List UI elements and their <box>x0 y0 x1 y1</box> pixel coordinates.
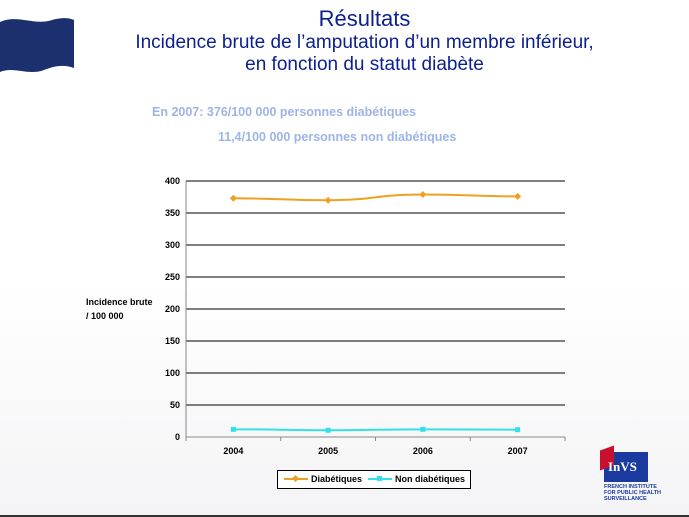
data-point-diabetic <box>419 190 427 198</box>
y-tick-label: 200 <box>165 304 180 314</box>
data-point-non-diabetic <box>230 426 236 432</box>
legend-swatch-diabetic <box>284 475 308 483</box>
x-tick-label: 2004 <box>223 446 243 456</box>
x-tick-label: 2007 <box>508 446 528 456</box>
legend-label-diabetic: Diabétiques <box>311 474 363 484</box>
y-tick-label: 50 <box>170 400 180 410</box>
y-axis-label-line-1: Incidence brute <box>86 297 153 307</box>
invs-logo-icon: InVS <box>600 445 648 482</box>
page-title: Résultats <box>318 6 411 31</box>
flag-logo-icon <box>0 18 74 72</box>
y-axis-label-line-2: / 100 000 <box>86 311 124 321</box>
invs-logo: InVS FRENCH INSTITUTE FOR PUBLIC HEALTH … <box>600 445 684 502</box>
y-tick-label: 100 <box>165 368 180 378</box>
legend-label-non-diabetic: Non diabétiques <box>395 474 466 484</box>
chart-legend: Diabétiques Non diabétiques <box>277 470 471 489</box>
legend-swatch-non-diabetic <box>368 475 392 483</box>
y-tick-label: 350 <box>165 208 180 218</box>
series-line-diabetic <box>233 193 518 202</box>
data-point-diabetic <box>324 196 332 204</box>
legend-item-non-diabetic: Non diabétiques <box>368 474 465 484</box>
logo-caption: FRENCH INSTITUTE FOR PUBLIC HEALTH SURVE… <box>604 484 662 502</box>
y-tick-label: 400 <box>165 176 180 186</box>
data-point-diabetic <box>514 192 522 200</box>
y-tick-label: 150 <box>165 336 180 346</box>
y-tick-label: 250 <box>165 272 180 282</box>
x-tick-label: 2005 <box>318 446 338 456</box>
x-tick-label: 2006 <box>413 446 433 456</box>
legend-item-diabetic: Diabétiques <box>284 474 362 484</box>
data-point-non-diabetic <box>325 427 331 433</box>
title-block: Résultats Incidence brute de l’amputatio… <box>40 6 689 76</box>
subtitle-line-2: en fonction du statut diabète <box>245 54 484 75</box>
y-tick-label: 0 <box>175 432 180 442</box>
bottom-divider <box>0 515 689 517</box>
series-line-non-diabetic <box>233 428 518 432</box>
note-diabetic: En 2007: 376/100 000 personnes diabétiqu… <box>152 105 417 119</box>
y-tick-label: 300 <box>165 240 180 250</box>
data-point-diabetic <box>229 194 237 202</box>
y-axis-label: Incidence brute / 100 000 <box>86 295 153 323</box>
data-point-non-diabetic <box>420 426 426 432</box>
subtitle-line-1: Incidence brute de l’amputation d’un mem… <box>135 32 594 53</box>
data-point-non-diabetic <box>515 427 521 433</box>
note-non-diabetic: 11,4/100 000 personnes non diabétiques <box>218 130 457 144</box>
